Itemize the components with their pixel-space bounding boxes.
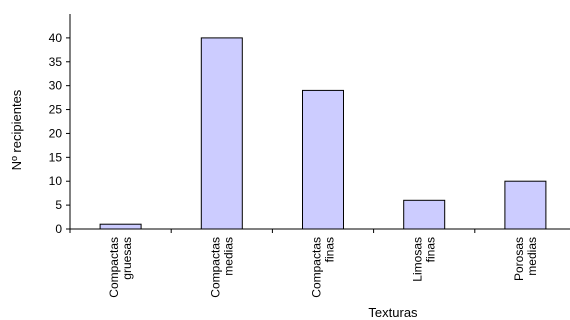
x-category-label-0: Compactasgruesas: [107, 237, 134, 298]
x-category-label-1: Compactasmedias: [208, 237, 235, 298]
bars-group: [99, 37, 547, 230]
x-category-label-2-line-1: finas: [323, 237, 337, 262]
x-category-label-1-line-1: medias: [221, 237, 235, 276]
x-category-label-4-line-1: medias: [525, 237, 539, 276]
x-category-label-4: Porosasmedias: [512, 237, 539, 281]
x-category-label-1-line-0: Compactas: [208, 237, 222, 298]
x-category-label-0-line-0: Compactas: [107, 237, 121, 298]
axes-group: [66, 14, 570, 233]
x-category-label-2-line-0: Compactas: [310, 237, 324, 298]
x-category-label-0-line-1: gruesas: [120, 237, 134, 280]
y-tick-label-7: 35: [49, 55, 63, 69]
y-tick-label-4: 20: [49, 126, 63, 140]
x-category-label-3: Limosasfinas: [411, 237, 438, 282]
y-tick-label-0: 0: [55, 222, 62, 236]
x-category-label-2: Compactasfinas: [310, 237, 337, 298]
y-tick-label-2: 10: [49, 174, 63, 188]
y-axis-title: Nº recipientes: [9, 89, 24, 170]
y-tick-label-1: 5: [55, 198, 62, 212]
x-category-label-4-line-0: Porosas: [512, 237, 526, 281]
y-tick-label-8: 40: [49, 31, 63, 45]
bar-4: [504, 180, 547, 230]
bar-2: [302, 89, 344, 230]
bar-1: [200, 37, 243, 230]
y-tick-label-5: 25: [49, 103, 63, 117]
bar-3: [403, 199, 446, 230]
bar-0: [99, 223, 142, 230]
y-tick-label-3: 15: [49, 150, 63, 164]
x-axis-title: Texturas: [368, 305, 418, 320]
y-tick-label-6: 30: [49, 79, 63, 93]
x-category-label-3-line-1: finas: [424, 237, 438, 262]
x-category-label-3-line-0: Limosas: [411, 237, 425, 282]
